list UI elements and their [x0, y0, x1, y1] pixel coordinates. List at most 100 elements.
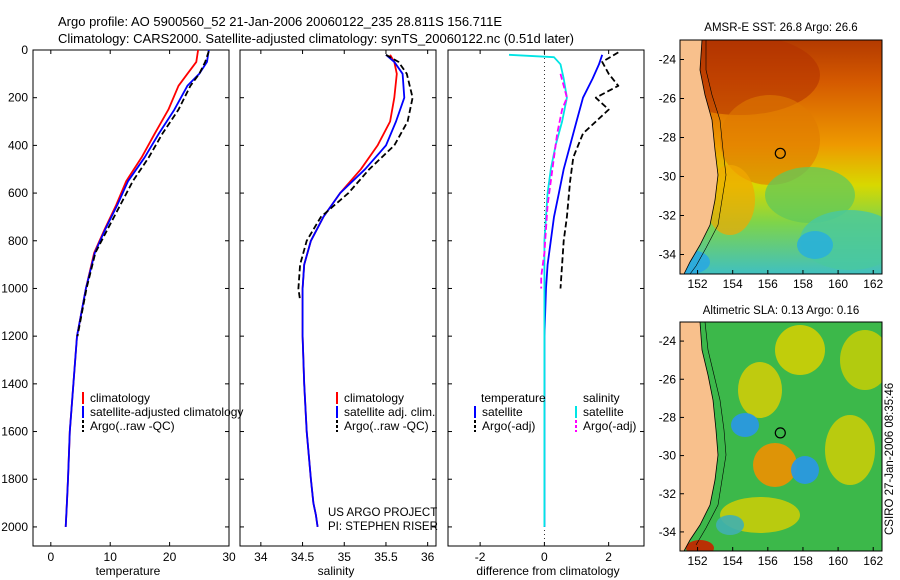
x-tick-label: 35: [338, 550, 352, 564]
y-tick-label: 1800: [1, 472, 28, 486]
series-line-argo-raw-qc-: [297, 54, 414, 301]
map-x-tick-label: 158: [793, 277, 813, 291]
legend-label-climatology: climatology: [90, 391, 150, 405]
sla-yellow-mid: [738, 362, 782, 418]
project-annotation: US ARGO PROJECT: [328, 507, 437, 519]
sst-land: [680, 40, 718, 274]
sla-yellow-east: [825, 415, 875, 485]
legend-label-sal-argo: Argo(-adj): [583, 419, 636, 433]
sla-shelf-contour: [695, 322, 727, 546]
y-tick-label: 1400: [1, 377, 28, 391]
x-tick-label: 10: [104, 550, 118, 564]
legend-label-argo: Argo(..raw -QC): [344, 419, 429, 433]
sla-argo-marker: [774, 427, 786, 439]
legend-label-temp-satellite: satellite: [482, 405, 523, 419]
sst-warm-plume: [720, 95, 820, 185]
series-line-satellite-adj-clim-: [301, 54, 406, 528]
y-tick-label: 800: [8, 234, 28, 248]
footer-stamp: CSIRO 27-Jan-2006 08:35:46: [884, 383, 896, 535]
x-tick-label: 34.5: [291, 550, 315, 564]
header-line-1: Argo profile: AO 5900560_52 21-Jan-2006 …: [58, 14, 502, 29]
sla-blue-eddy-west: [731, 413, 759, 437]
map-x-tick-label: 160: [828, 554, 848, 568]
x-tick-label: -2: [475, 550, 486, 564]
sst-map-frame: [679, 39, 883, 275]
map-x-tick-label: 158: [793, 554, 813, 568]
sla-coastline: [683, 322, 719, 551]
y-tick-label: 400: [8, 138, 28, 152]
sla-yellow-north: [775, 325, 825, 375]
map-x-tick-label: 162: [863, 554, 883, 568]
map-y-tick-label: -26: [659, 372, 677, 386]
sla-blue-eddy-centre: [791, 456, 819, 484]
sla-red-spot: [686, 540, 714, 551]
salinity-legend: climatology satellite adj. clim. Argo(..…: [336, 391, 435, 433]
x-tick-label: 2: [605, 550, 612, 564]
legend-label-satellite: satellite-adjusted climatology: [90, 405, 243, 419]
map-y-tick-label: -24: [659, 334, 677, 348]
y-tick-label: 2000: [1, 520, 28, 534]
y-tick-label: 1200: [1, 329, 28, 343]
sst-map-title: AMSR-E SST: 26.8 Argo: 26.6: [704, 22, 857, 34]
sst-shelf-contour: [689, 40, 727, 274]
map-x-tick-label: 160: [828, 277, 848, 291]
temperature-legend: climatology satellite-adjusted climatolo…: [82, 391, 243, 433]
y-tick-label: 0: [21, 43, 28, 57]
series-line-temperature-satellite: [543, 54, 604, 527]
x-tick-label: 30: [222, 550, 236, 564]
y-tick-label: 1600: [1, 425, 28, 439]
map-y-tick-label: -28: [659, 131, 677, 145]
sla-yellow-ne: [840, 330, 882, 390]
sst-map-image: [680, 40, 882, 274]
x-tick-label: 0: [47, 550, 54, 564]
x-tick-label: 0: [541, 550, 548, 564]
sst-argo-marker: [774, 147, 786, 159]
pi-annotation: PI: STEPHEN RISER: [328, 521, 438, 533]
map-x-tick-label: 162: [863, 277, 883, 291]
map-y-tick-label: -30: [659, 449, 677, 463]
map-x-tick-label: 152: [688, 554, 708, 568]
map-x-tick-label: 156: [758, 554, 778, 568]
x-tick-label: 34: [254, 550, 268, 564]
map-y-tick-label: -26: [659, 92, 677, 106]
difference-legend: temperature salinity satellite Argo(-adj…: [474, 391, 636, 433]
x-tick-label: 35.5: [374, 550, 398, 564]
sla-map-image: [680, 322, 882, 551]
temperature-panel-frame: [32, 49, 230, 547]
sst-coastline: [683, 40, 719, 274]
map-y-tick-label: -34: [659, 248, 677, 262]
salinity-xlabel: salinity: [318, 564, 355, 578]
legend-label-satellite: satellite adj. clim.: [344, 405, 435, 419]
legend-label-argo: Argo(..raw -QC): [90, 419, 175, 433]
y-tick-label: 600: [8, 186, 28, 200]
sst-warm-core: [680, 40, 820, 115]
series-line-salinity-argo-adj-: [540, 73, 568, 289]
sla-map-frame: [679, 321, 883, 552]
salinity-panel-frame: [239, 49, 437, 547]
sla-blue-eddy-south: [716, 515, 744, 535]
y-tick-label: 200: [8, 91, 28, 105]
legend-title-temperature: temperature: [481, 391, 546, 405]
legend-label-sal-satellite: satellite: [583, 405, 624, 419]
temperature-xlabel: temperature: [96, 564, 161, 578]
series-line-satellite-adjusted-climatology: [64, 50, 210, 527]
map-y-tick-label: -34: [659, 525, 677, 539]
map-y-tick-label: -24: [659, 53, 677, 67]
map-y-tick-label: -28: [659, 410, 677, 424]
map-x-tick-label: 154: [723, 554, 743, 568]
sla-orange-eddy: [753, 443, 797, 487]
map-x-tick-label: 156: [758, 277, 778, 291]
legend-label-temp-argo: Argo(-adj): [482, 419, 535, 433]
map-y-tick-label: -32: [659, 487, 677, 501]
legend-title-salinity: salinity: [583, 391, 620, 405]
difference-xlabel: difference from climatology: [476, 564, 619, 578]
map-x-tick-label: 152: [688, 277, 708, 291]
x-tick-label: 36: [421, 550, 435, 564]
sla-map-title: Altimetric SLA: 0.13 Argo: 0.16: [703, 305, 860, 317]
series-line-climatology: [301, 54, 398, 528]
legend-label-climatology: climatology: [344, 391, 404, 405]
map-y-tick-label: -32: [659, 209, 677, 223]
sst-cool-patch: [765, 167, 855, 223]
header-line-2: Climatology: CARS2000. Satellite-adjuste…: [58, 31, 574, 46]
